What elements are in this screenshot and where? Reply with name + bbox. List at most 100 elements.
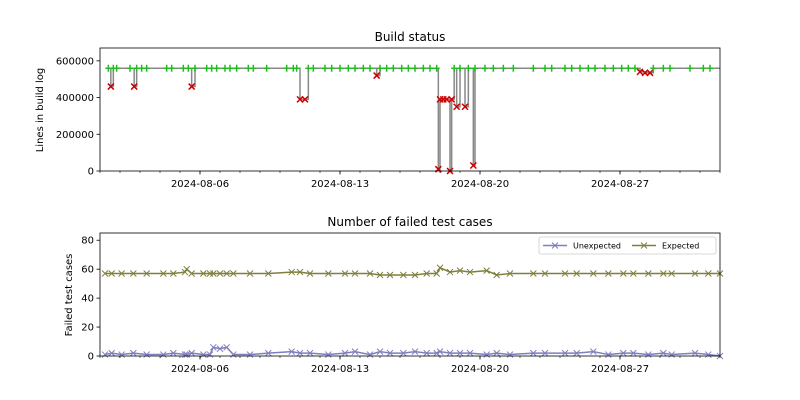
build-ok-marker bbox=[602, 64, 608, 72]
series-marker-unexpected bbox=[288, 348, 296, 356]
y-tick-label: 60 bbox=[81, 265, 94, 276]
y-tick-label: 40 bbox=[81, 294, 94, 305]
build-ok-marker bbox=[337, 64, 343, 72]
build-ok-marker bbox=[412, 64, 418, 72]
series-marker-unexpected bbox=[351, 348, 359, 356]
build-ok-marker bbox=[667, 64, 673, 72]
build-fail-marker bbox=[448, 95, 456, 103]
series-marker-expected bbox=[223, 270, 231, 277]
series-marker-unexpected bbox=[466, 349, 474, 357]
build-ok-marker bbox=[625, 64, 632, 72]
build-ok-marker bbox=[707, 64, 713, 72]
series-marker-expected bbox=[573, 270, 581, 277]
build-ok-marker bbox=[113, 64, 120, 72]
build-ok-marker bbox=[328, 64, 335, 72]
build-ok-marker bbox=[451, 64, 458, 72]
series-marker-expected bbox=[324, 270, 332, 277]
build-ok-marker bbox=[592, 64, 598, 72]
build-ok-marker bbox=[245, 64, 252, 72]
series-marker-unexpected bbox=[456, 349, 464, 357]
build-ok-marker bbox=[180, 64, 187, 72]
x-tick-label: 2024-08-13 bbox=[311, 179, 369, 190]
series-marker-unexpected bbox=[386, 349, 394, 357]
build-ok-marker bbox=[398, 64, 405, 72]
series-marker-expected bbox=[644, 270, 652, 277]
build-fail-marker bbox=[107, 83, 115, 91]
chart-title: Build status bbox=[375, 30, 446, 44]
build-lines-series bbox=[108, 67, 720, 172]
series-marker-unexpected bbox=[118, 351, 126, 358]
series-marker-expected bbox=[619, 270, 627, 277]
build-ok-marker bbox=[293, 64, 300, 72]
series-marker-expected bbox=[366, 270, 374, 277]
build-ok-marker bbox=[457, 64, 463, 72]
legend-label: Expected bbox=[662, 242, 699, 251]
build-ok-marker bbox=[500, 64, 507, 72]
series-marker-unexpected bbox=[264, 349, 272, 357]
build-ok-marker bbox=[687, 64, 693, 72]
series-marker-unexpected bbox=[366, 351, 374, 358]
series-marker-unexpected bbox=[589, 348, 597, 356]
build-ok-marker bbox=[390, 64, 397, 72]
series-marker-expected bbox=[436, 264, 444, 272]
series-marker-unexpected bbox=[324, 351, 332, 358]
series-marker-unexpected bbox=[436, 348, 444, 356]
build-fail-marker bbox=[188, 83, 196, 91]
build-fail-marker bbox=[461, 103, 469, 111]
build-ok-marker bbox=[420, 64, 427, 72]
series-marker-unexpected bbox=[341, 349, 349, 357]
build-fail-marker bbox=[373, 72, 381, 80]
x-tick-label: 2024-08-06 bbox=[171, 179, 229, 190]
build-ok-marker bbox=[660, 64, 667, 72]
series-marker-expected bbox=[288, 268, 296, 276]
series-marker-unexpected bbox=[561, 349, 569, 357]
plot-area bbox=[101, 264, 724, 360]
series-marker-expected bbox=[604, 270, 612, 277]
build-fail-marker bbox=[469, 161, 477, 170]
series-marker-unexpected bbox=[423, 349, 431, 357]
build-ok-marker bbox=[360, 64, 367, 72]
series-marker-expected bbox=[188, 270, 196, 277]
plot-area bbox=[105, 64, 720, 175]
build-ok-marker bbox=[283, 64, 290, 72]
series-marker-expected bbox=[246, 270, 254, 277]
y-tick-label: 20 bbox=[81, 323, 94, 334]
build-ok-marker bbox=[322, 64, 328, 72]
build-ok-marker bbox=[345, 64, 352, 72]
series-marker-expected bbox=[423, 270, 431, 277]
series-marker-expected bbox=[118, 270, 126, 277]
build-ok-marker bbox=[168, 64, 175, 72]
series-marker-expected bbox=[446, 268, 454, 276]
series-marker-expected bbox=[399, 271, 407, 279]
build-ok-marker bbox=[310, 64, 317, 72]
series-marker-expected bbox=[306, 270, 314, 277]
series-marker-unexpected bbox=[101, 351, 109, 358]
legend-label: Unexpected bbox=[573, 242, 621, 251]
series-marker-expected bbox=[483, 267, 491, 274]
series-marker-unexpected bbox=[229, 351, 237, 358]
build-ok-marker bbox=[377, 64, 383, 72]
y-axis-label: Failed test cases bbox=[64, 254, 75, 337]
series-marker-expected bbox=[456, 267, 464, 274]
build-fail-marker bbox=[453, 103, 461, 111]
build-ok-marker bbox=[650, 64, 657, 72]
x-tick-label: 2024-08-20 bbox=[451, 364, 509, 375]
series-marker-unexpected bbox=[668, 351, 676, 358]
build-fail-marker bbox=[301, 95, 309, 103]
series-marker-expected bbox=[668, 270, 676, 277]
build-ok-marker bbox=[585, 64, 592, 72]
y-tick-label: 400000 bbox=[56, 93, 94, 104]
y-tick-label: 600000 bbox=[56, 56, 94, 67]
legend-marker bbox=[551, 242, 559, 249]
build-ok-marker bbox=[548, 64, 555, 72]
build-status-axes: Build status Lines in build log 2024-08-… bbox=[35, 30, 721, 190]
x-tick-label: 2024-08-06 bbox=[171, 364, 229, 375]
axes-frame bbox=[99, 232, 721, 357]
y-axis-label: Lines in build log bbox=[35, 68, 46, 153]
build-ok-marker bbox=[227, 64, 233, 72]
series-marker-unexpected bbox=[129, 349, 137, 357]
build-ok-marker bbox=[472, 64, 478, 72]
legend-marker bbox=[640, 242, 648, 249]
series-marker-unexpected bbox=[246, 351, 254, 358]
